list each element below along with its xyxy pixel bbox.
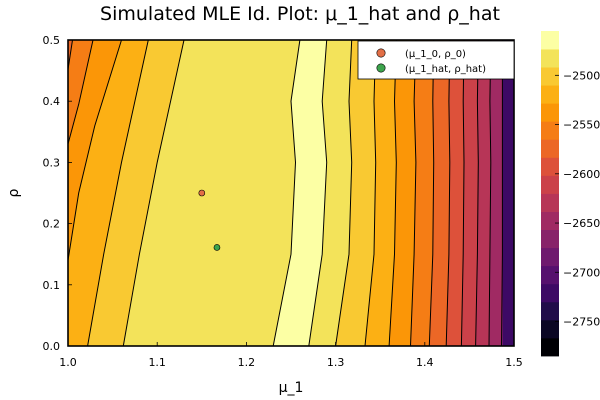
colorbar-band [541, 31, 559, 50]
x-axis-label: μ_1 [279, 380, 304, 396]
y-tick-label: 0.5 [43, 34, 61, 47]
colorbar-band [541, 139, 559, 158]
colorbar-band [541, 229, 559, 249]
contour-line [501, 40, 503, 347]
scatter-points [198, 189, 221, 251]
legend-marker-true [376, 48, 386, 58]
contour-lines [67, 39, 503, 347]
colorbar-band [541, 319, 559, 339]
contour-line [388, 39, 397, 347]
colorbar-band [541, 157, 559, 176]
colorbar-tick-label: −2650 [563, 217, 600, 230]
x-tick-label: 1.5 [505, 356, 523, 369]
y-tick-label: 0.2 [43, 218, 61, 231]
x-tick-label: 1.1 [148, 356, 166, 369]
legend-label-true: (μ_1_0, ρ_0) [405, 49, 466, 60]
y-axis-label: ρ [6, 188, 22, 197]
contour-line [87, 39, 149, 347]
x-tick-label: 1.0 [59, 356, 77, 369]
contour-line [445, 39, 451, 347]
contour-line [364, 39, 377, 347]
colorbar-band [541, 211, 559, 231]
colorbar: −2500 −2550 −2600 −2650 −2700 −2750 [541, 31, 600, 357]
y-tick-label: 0.0 [43, 340, 61, 353]
true-parameter-point [198, 189, 206, 197]
x-tick-label: 1.3 [327, 356, 345, 369]
legend-box [357, 40, 515, 80]
colorbar-tick-label: −2700 [563, 266, 600, 279]
legend-label-hat: (μ_1_hat, ρ_hat) [405, 64, 486, 75]
colorbar-band [541, 121, 559, 140]
contour-line [308, 39, 328, 347]
colorbar-band [541, 283, 559, 303]
y-tick-label: 0.4 [43, 95, 61, 108]
legend: (μ_1_0, ρ_0) (μ_1_hat, ρ_hat) [357, 40, 515, 80]
contour-line [428, 39, 435, 347]
x-axis: 1.0 1.1 1.2 1.3 1.4 1.5 [59, 342, 523, 369]
colorbar-band [541, 337, 559, 357]
legend-marker-hat [376, 63, 386, 73]
x-tick-label: 1.2 [238, 356, 256, 369]
colorbar-band [541, 265, 559, 285]
contour-line [272, 39, 301, 347]
contour-line [67, 39, 94, 145]
colorbar-band [541, 193, 559, 212]
contour-line [475, 39, 479, 347]
contour-fill-bands [68, 40, 515, 346]
estimated-parameter-point [213, 244, 221, 251]
colorbar-tick-label: −2600 [563, 168, 600, 181]
colorbar-band [541, 85, 559, 104]
y-tick-label: 0.3 [43, 156, 61, 169]
colorbar-band [541, 301, 559, 321]
y-axis: 0.0 0.1 0.2 0.3 0.4 0.5 [43, 34, 72, 353]
contour-line [410, 39, 417, 347]
colorbar-tick-label: −2550 [563, 119, 600, 132]
colorbar-band [541, 175, 559, 194]
contour-line [335, 39, 353, 347]
contour-band [502, 40, 514, 346]
contour-line [67, 39, 122, 261]
colorbar-band [541, 49, 559, 68]
colorbar-band [541, 67, 559, 86]
contour-line [488, 39, 492, 347]
plot-frame [67, 39, 515, 347]
colorbar-tick-label: −2500 [563, 69, 600, 82]
colorbar-band [541, 103, 559, 122]
y-tick-label: 0.1 [43, 279, 61, 292]
colorbar-tick-label: −2750 [563, 316, 600, 329]
colorbar-band [541, 247, 559, 267]
contour-line [460, 39, 465, 347]
chart-title: Simulated MLE Id. Plot: μ_1_hat and ρ_ha… [100, 3, 500, 25]
x-tick-label: 1.4 [416, 356, 434, 369]
contour-line [122, 39, 185, 347]
